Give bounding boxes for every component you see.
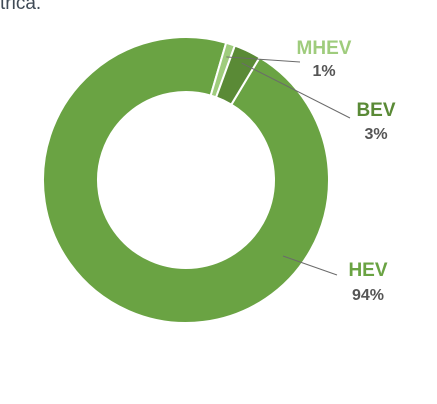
leader-line-hev: [282, 255, 338, 276]
label-mhev-percent: 1%: [312, 63, 335, 80]
slice-hev: [42, 36, 330, 324]
slice-bev: [214, 44, 262, 106]
label-hev-name: HEV: [348, 260, 387, 281]
page-body-text: trica.: [0, 0, 42, 14]
leader-line-bev: [241, 62, 351, 119]
label-bev-name: BEV: [356, 100, 395, 121]
label-mhev-name: MHEV: [297, 38, 352, 59]
label-hev-percent: 94%: [352, 287, 384, 304]
label-bev-percent: 3%: [364, 126, 387, 143]
leader-line-mhev: [226, 56, 301, 63]
